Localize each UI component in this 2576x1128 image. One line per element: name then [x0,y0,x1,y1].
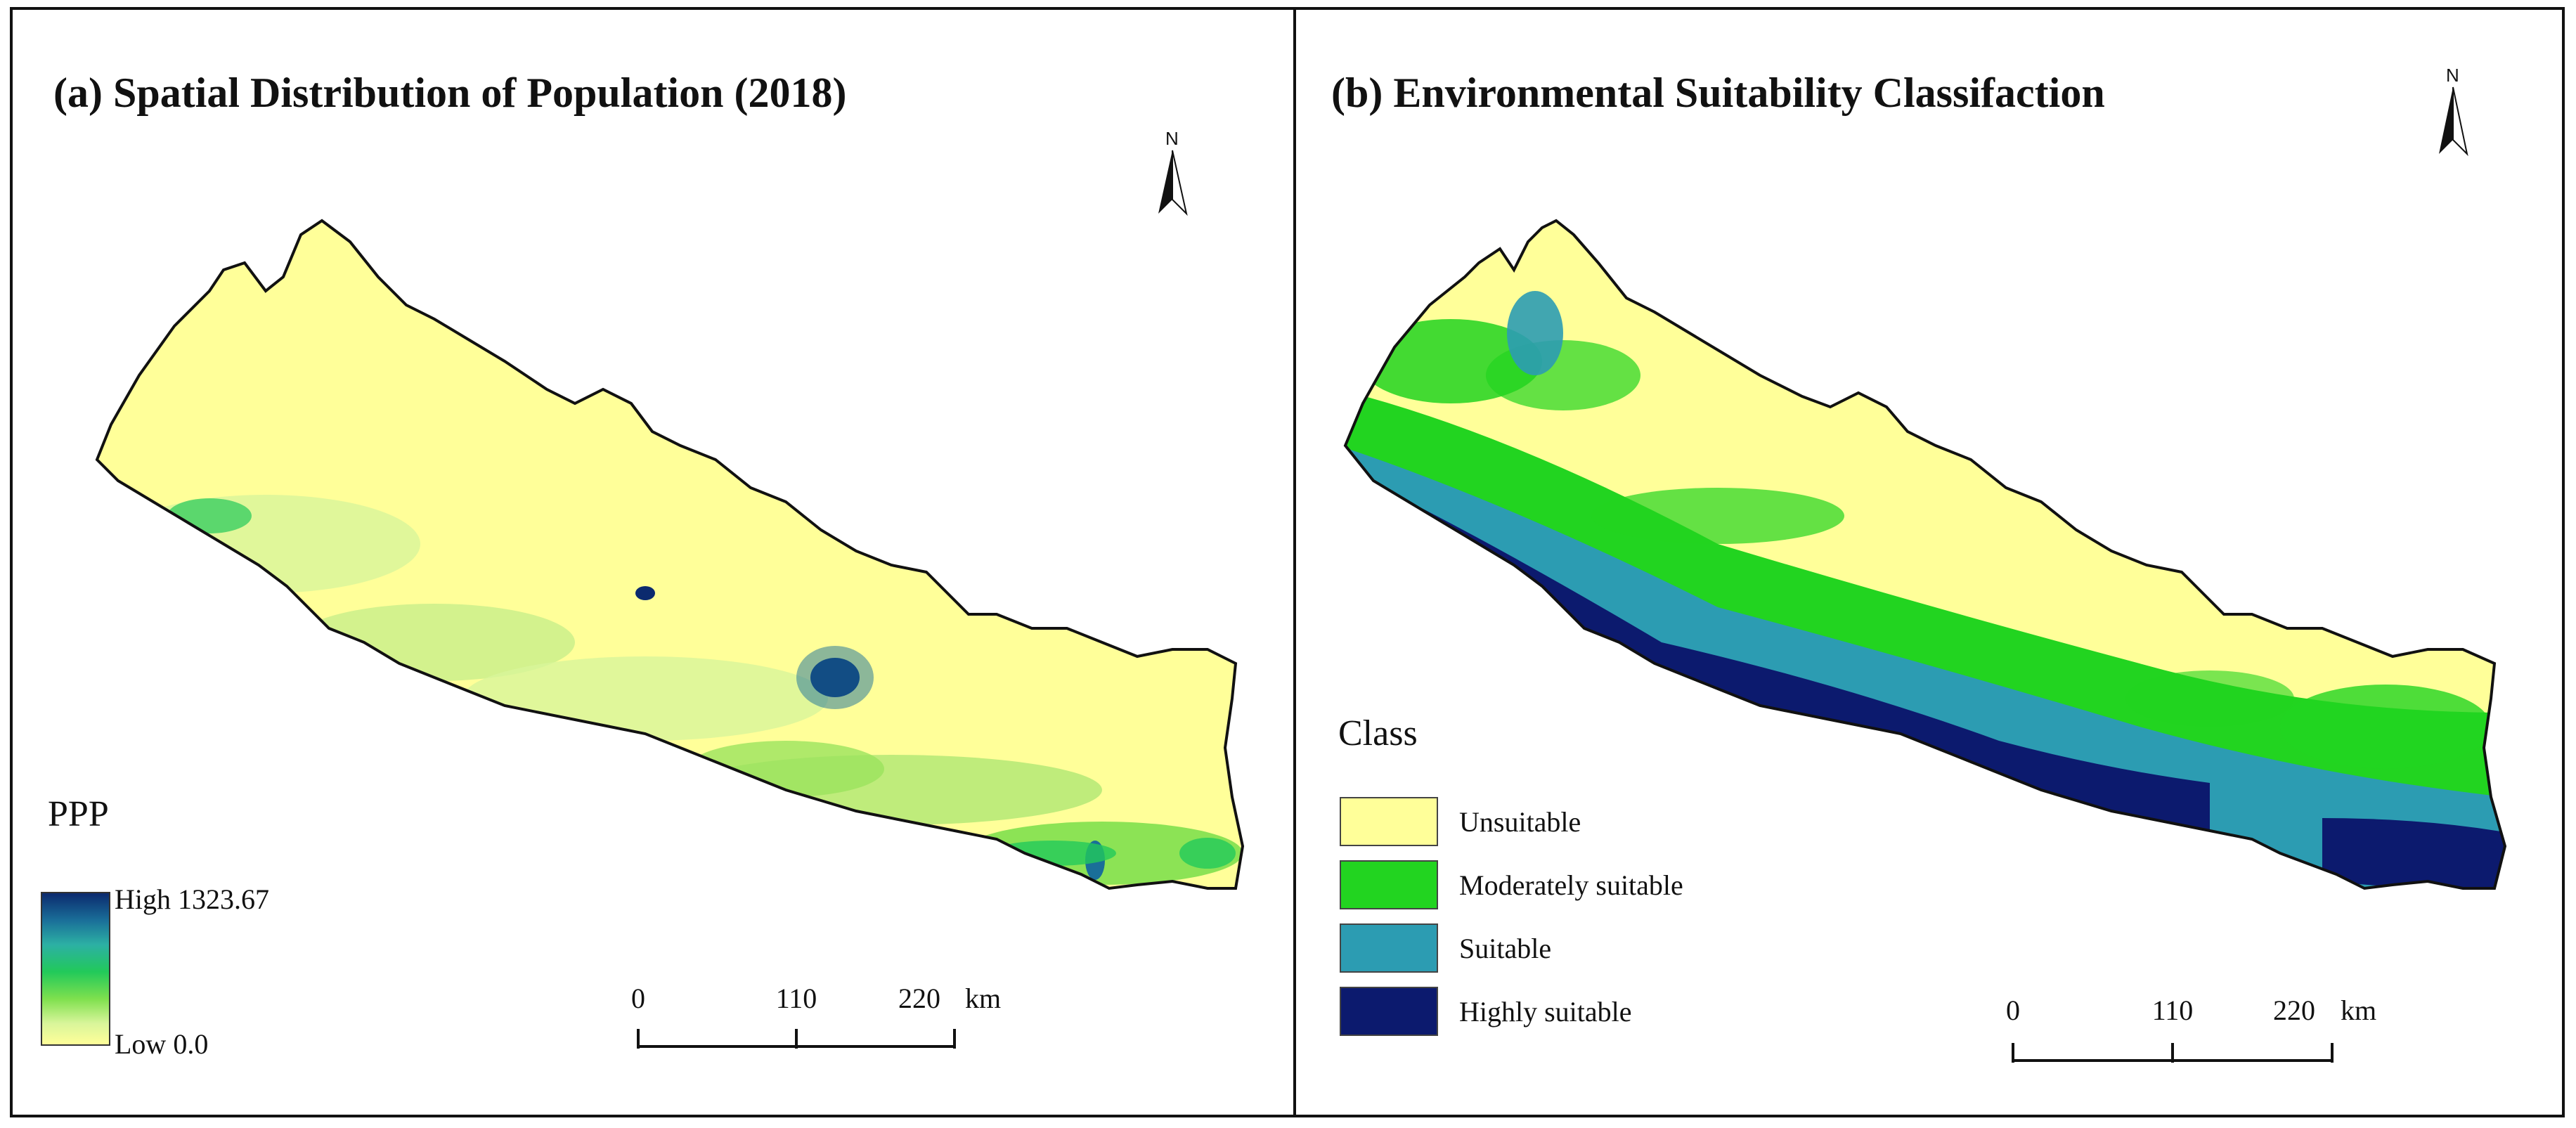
class-legend-title: Class [1338,713,1418,753]
legend-label: Unsuitable [1459,806,1581,838]
panel-population: (a) Spatial Distribution of Population (… [13,10,1293,1115]
scale-tick-label: 0 [2006,994,2020,1026]
suitability-map [1344,86,2506,1063]
north-arrow-icon [1158,150,1188,216]
scale-unit-label: km [2341,994,2377,1026]
legend-label: Suitable [1459,933,1552,964]
scale-tick-label: 0 [631,983,645,1014]
scale-unit-label: km [965,983,1002,1014]
north-label: N [2446,65,2459,86]
north-arrow-icon [2439,86,2468,157]
legend-swatch [1340,797,1438,846]
scale-tick-label: 220 [898,983,940,1014]
scale-tick-label: 110 [2151,994,2194,1026]
panel-b-title: (b) Environmental Suitability Classifact… [1331,70,2105,116]
legend-swatch [1340,923,1438,973]
panel-a-title: (a) Spatial Distribution of Population (… [53,70,847,116]
panel-suitability: (b) Environmental Suitability Classifact… [1296,10,2565,1115]
ppp-legend-title: PPP [48,794,109,834]
ppp-low-label: Low 0.0 [115,1028,209,1060]
population-map [96,150,1244,1049]
scale-bar [2012,1043,2334,1063]
panel-divider [1293,10,1296,1115]
scale-bar [637,1029,956,1049]
legend-label: Highly suitable [1459,996,1632,1027]
north-label: N [1165,128,1179,149]
legend-swatch [1340,860,1438,909]
ppp-high-label: High 1323.67 [115,883,269,915]
figure-frame: (a) Spatial Distribution of Population (… [10,7,2565,1117]
scale-tick-label: 110 [775,983,817,1014]
legend-label: Moderately suitable [1459,869,1683,901]
scale-tick-label: 220 [2273,994,2315,1026]
ppp-color-ramp [41,892,110,1046]
legend-swatch [1340,987,1438,1036]
